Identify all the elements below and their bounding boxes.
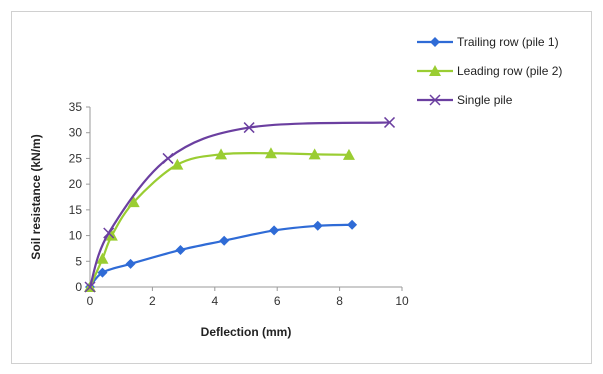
marker-x-stroke: [383, 116, 396, 128]
trailing-row-point: [97, 267, 108, 278]
marker-x-stroke: [162, 152, 174, 164]
leading-row-point: [96, 252, 109, 264]
trailing-row-point: [312, 220, 323, 231]
y-tick-label: 10: [69, 229, 83, 243]
chart-frame: 0 2 4 6 8 10 0 5 10 15 20 25 30 35 Trailing row (pile…: [11, 11, 592, 364]
legend-item-leading-row: Leading row (pile 2): [417, 64, 562, 78]
x-tick-label: 2: [149, 294, 156, 308]
y-tick-label: 0: [75, 280, 82, 294]
line-chart: 0 2 4 6 8 10 0 5 10 15 20 25 30 35 Trailing row (pile…: [29, 35, 562, 339]
leading-row-point: [308, 148, 321, 160]
legend-swatch-marker: [430, 37, 440, 47]
single-pile-line: [88, 121, 390, 288]
series-trailing-row: [85, 219, 358, 292]
legend-item-single-pile: Single pile: [417, 93, 513, 107]
single-pile-point: [84, 281, 96, 293]
y-tick-label: 25: [69, 151, 83, 165]
single-pile-point: [383, 116, 396, 128]
trailing-row-line: [89, 223, 353, 288]
legend-item-trailing-row: Trailing row (pile 1): [417, 35, 559, 49]
series-leading-row: [84, 147, 355, 292]
leading-row-point: [127, 196, 140, 208]
trailing-row-point: [269, 225, 280, 236]
single-pile-point: [103, 227, 115, 239]
x-tick-label: 8: [336, 294, 343, 308]
y-tick-label: 20: [69, 177, 83, 191]
legend-swatch-marker: [429, 65, 441, 76]
y-axis-title: Soil resistance (kN/m): [29, 134, 43, 259]
leading-row-point: [171, 158, 184, 170]
x-tick-label: 4: [211, 294, 218, 308]
marker-x-stroke: [84, 281, 96, 293]
leading-row-point: [342, 148, 355, 160]
legend-label: Single pile: [457, 93, 513, 107]
trailing-row-point: [219, 235, 230, 246]
legend-swatch-marker: [429, 94, 441, 106]
y-tick-label: 35: [69, 100, 83, 114]
series-single-pile: [84, 116, 396, 293]
y-tick-label: 30: [69, 126, 83, 140]
y-tick-label: 5: [75, 254, 82, 268]
x-tick-label: 6: [274, 294, 281, 308]
x-tick-label: 0: [87, 294, 94, 308]
marker-x-stroke: [429, 94, 441, 106]
trailing-row-point: [347, 219, 358, 230]
x-tick-label: 10: [395, 294, 409, 308]
trailing-row-point: [125, 258, 136, 269]
single-pile-point: [162, 152, 174, 164]
y-tick-label: 15: [69, 203, 83, 217]
legend-label: Trailing row (pile 1): [457, 35, 559, 49]
single-pile-point: [243, 122, 255, 134]
leading-row-point: [215, 148, 228, 160]
legend-label: Leading row (pile 2): [457, 64, 562, 78]
marker-x-stroke: [103, 227, 115, 239]
trailing-row-point: [175, 244, 186, 255]
x-axis-title: Deflection (mm): [201, 325, 292, 339]
marker-x-stroke: [243, 122, 255, 134]
leading-row-point: [264, 147, 277, 159]
